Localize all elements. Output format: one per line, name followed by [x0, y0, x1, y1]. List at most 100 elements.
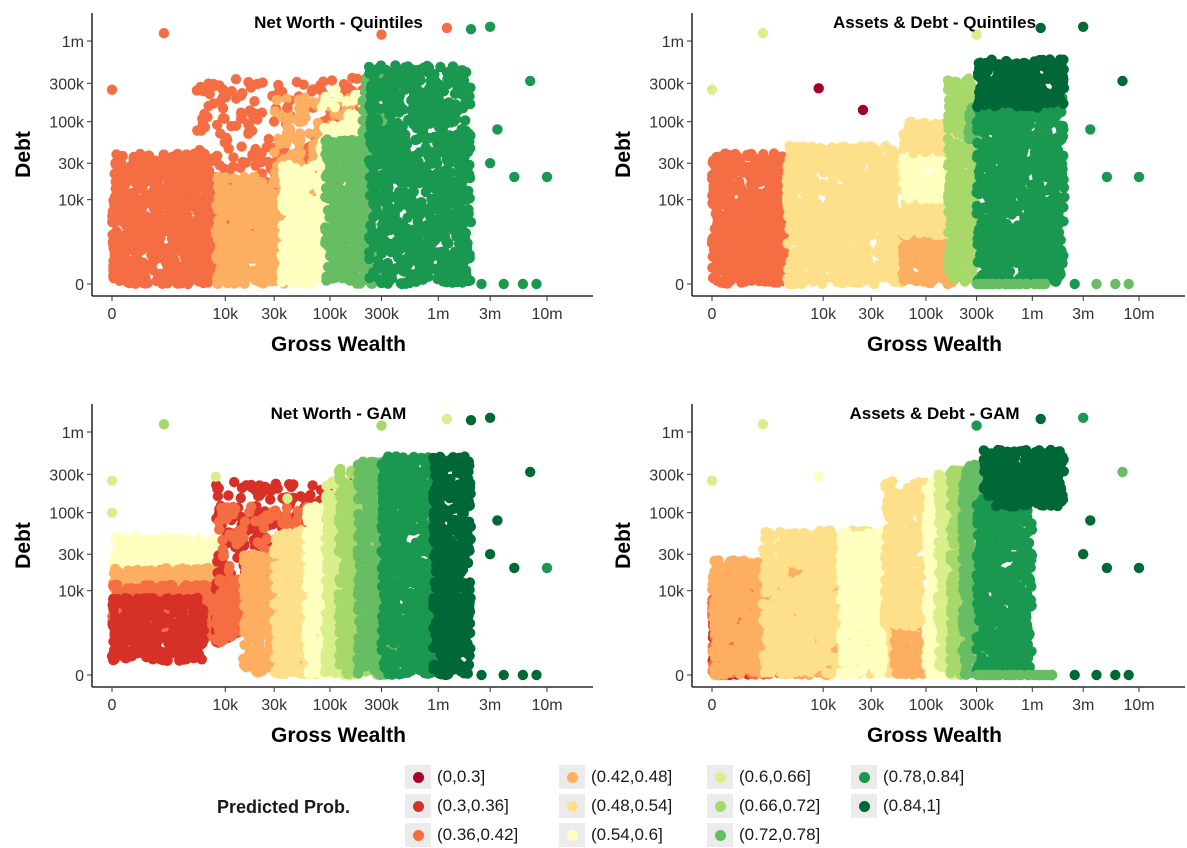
data-point [441, 22, 453, 34]
data-point [211, 254, 223, 265]
data-point [744, 228, 755, 239]
data-point [252, 78, 263, 90]
points-layer [706, 21, 1145, 290]
data-point [213, 220, 224, 232]
data-point [106, 84, 118, 95]
data-point [436, 259, 447, 270]
data-point [525, 75, 536, 87]
data-point [382, 145, 393, 157]
data-point [254, 233, 265, 244]
data-point [451, 150, 462, 161]
data-point [176, 215, 187, 227]
data-point [379, 218, 391, 230]
x-tick-label: 300k [364, 306, 400, 323]
data-point [415, 247, 427, 258]
data-point [734, 176, 745, 188]
data-point [432, 138, 443, 150]
data-point [193, 163, 204, 174]
data-point [173, 171, 184, 182]
points-layer [106, 21, 553, 290]
data-point [365, 90, 376, 102]
data-point [115, 253, 126, 265]
x-tick-label: 100k [313, 306, 349, 323]
data-point [249, 96, 260, 107]
data-point [336, 257, 347, 269]
data-point [388, 83, 399, 94]
data-point [410, 228, 421, 239]
data-point [388, 215, 400, 226]
data-point [421, 204, 433, 215]
y-tick-label: 10k [58, 193, 85, 210]
data-point [291, 76, 303, 88]
data-point [269, 106, 281, 117]
data-point [432, 214, 443, 225]
data-point [391, 167, 403, 178]
data-point [383, 189, 395, 200]
data-point [396, 278, 407, 290]
data-point [709, 263, 721, 274]
y-tick-label: 300k [49, 76, 85, 93]
data-point [375, 209, 386, 220]
data-point [242, 198, 253, 209]
data-point [445, 265, 457, 276]
data-point [126, 259, 137, 270]
data-point [364, 100, 375, 112]
data-point [441, 201, 453, 213]
data-point [737, 241, 748, 252]
data-point [285, 191, 296, 202]
figure-canvas: 0 10k 30k 100k 300k 1m 3m 10m010k30k100k300k1mN… [12, 13, 1185, 747]
data-point [168, 224, 179, 235]
data-point [230, 74, 242, 85]
data-point [742, 216, 753, 227]
data-point [724, 235, 736, 246]
x-tick-label: 10m [531, 306, 562, 323]
y-tick-label: 1m [62, 34, 84, 51]
data-point [385, 122, 396, 134]
data-point [331, 143, 342, 154]
data-point [234, 206, 246, 218]
data-point [718, 182, 729, 194]
data-point [177, 191, 188, 203]
data-point [465, 143, 476, 154]
data-point [294, 103, 305, 114]
data-point [402, 242, 414, 253]
data-point [163, 161, 174, 173]
data-point [460, 125, 471, 136]
data-point [708, 199, 719, 210]
data-point [760, 200, 771, 212]
data-point [298, 278, 309, 289]
data-point [244, 179, 255, 190]
data-point [341, 135, 352, 147]
y-axis-title: Debt [12, 131, 35, 178]
data-point [244, 234, 255, 245]
data-point [327, 253, 338, 264]
data-point [707, 157, 718, 168]
data-point [111, 271, 122, 282]
data-point [336, 208, 347, 220]
data-point [734, 199, 746, 210]
data-point [298, 247, 309, 258]
data-point [230, 120, 242, 131]
data-point [304, 262, 316, 273]
data-point [299, 184, 310, 196]
data-point [318, 76, 329, 87]
panel-title: Net Worth - Quintiles [254, 13, 423, 32]
data-point [430, 234, 441, 246]
data-point [772, 277, 783, 288]
data-point [484, 21, 496, 32]
panel-2: 0 10k 30k 100k 300k 1m 3m 10m010k30k100k300k1mA… [612, 13, 1185, 356]
data-point [367, 143, 379, 154]
data-point [347, 72, 358, 84]
data-point [440, 99, 451, 111]
data-point [210, 80, 221, 91]
data-point [411, 94, 423, 105]
data-point [368, 231, 379, 242]
data-point [774, 152, 785, 163]
data-point [767, 184, 778, 195]
data-point [394, 107, 405, 118]
data-point [399, 188, 410, 199]
data-point [442, 149, 453, 160]
data-point [326, 222, 338, 233]
data-point [262, 156, 274, 168]
data-point [392, 252, 404, 263]
